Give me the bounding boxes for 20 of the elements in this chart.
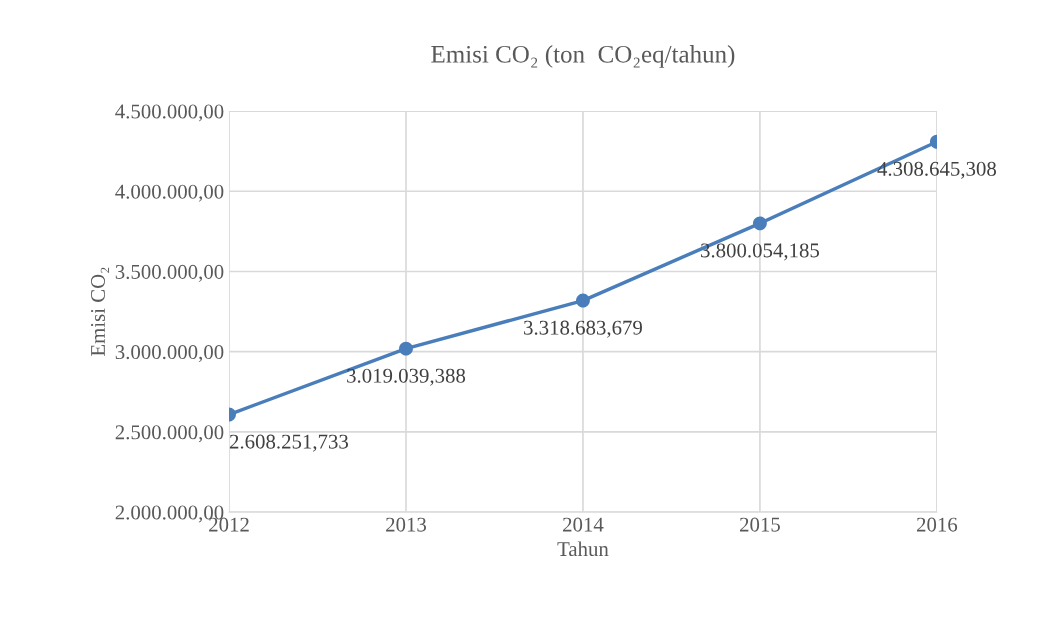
x-tick-label: 2014 bbox=[563, 517, 604, 532]
data-label: 4.308.645,308 bbox=[877, 161, 996, 179]
data-label: 3.800.054,185 bbox=[701, 243, 820, 261]
point bbox=[576, 293, 590, 308]
y-tick-label: 4.500.000,00 bbox=[115, 104, 224, 122]
data-label: 3.019.039,388 bbox=[347, 368, 466, 386]
data-label: 2.608.251,733 bbox=[229, 434, 348, 452]
y-tick-label: 4.000.000,00 bbox=[115, 184, 224, 202]
y-tick-label: 3.500.000,00 bbox=[115, 264, 224, 282]
x-axis-title: Tahun bbox=[557, 541, 609, 557]
y-axis-title: Emisi CO₂ bbox=[91, 267, 110, 356]
x-tick-label: 2016 bbox=[916, 517, 958, 532]
chart-title: Emisi CO₂ (ton CO₂eq/tahun) bbox=[431, 45, 735, 68]
point bbox=[752, 216, 767, 231]
x-tick-label: 2013 bbox=[386, 517, 427, 532]
y-tick-label: 2.500.000,00 bbox=[115, 425, 224, 443]
y-tick-label: 3.000.000,00 bbox=[115, 345, 224, 363]
x-tick-label: 2015 bbox=[740, 517, 780, 532]
data-label: 3.318.683,679 bbox=[524, 320, 642, 338]
point bbox=[399, 341, 413, 356]
